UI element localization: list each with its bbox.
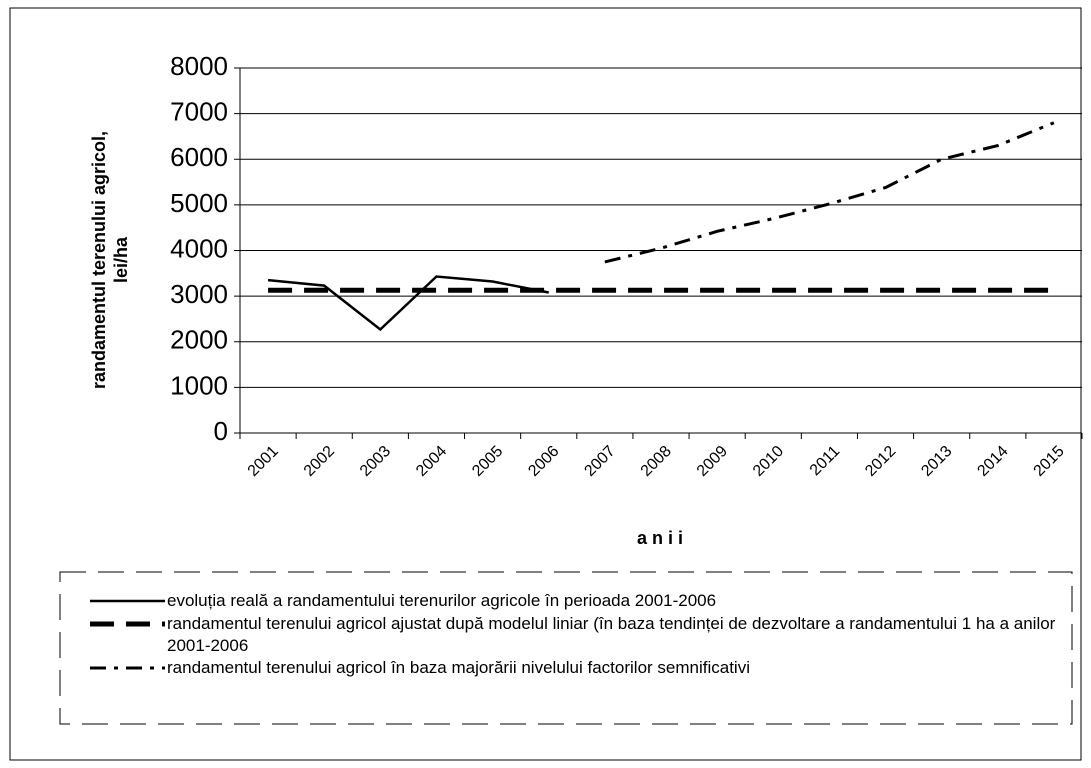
series-line <box>267 275 549 332</box>
y-tick-label: 8000 <box>170 51 228 81</box>
y-axis-title: randamentul terenului agricol, lei/ha <box>89 130 131 390</box>
y-tick-label: 5000 <box>170 188 228 218</box>
y-tick-label: 3000 <box>170 279 228 309</box>
x-tick-label: 2002 <box>301 443 338 480</box>
x-axis-title: a n i i <box>637 528 683 548</box>
x-tick-label: 2006 <box>525 443 562 480</box>
y-tick-label: 6000 <box>170 142 228 172</box>
x-tick-label: 2015 <box>1031 443 1068 480</box>
legend-label: randamentul terenului agricol ajustat du… <box>167 614 1056 655</box>
x-tick-label: 2009 <box>694 443 731 480</box>
x-tick-label: 2013 <box>918 443 955 480</box>
x-tick-label: 2007 <box>581 443 618 480</box>
x-tick-label: 2005 <box>469 443 506 480</box>
x-tick-label: 2001 <box>245 443 282 480</box>
x-tick-label: 2008 <box>638 443 675 480</box>
legend-box <box>59 571 1073 725</box>
x-tick-label: 2004 <box>413 443 450 480</box>
chart-frame <box>9 7 1082 761</box>
x-tick-label: 2012 <box>862 443 899 480</box>
x-tick-label: 2011 <box>807 443 843 479</box>
x-tick-label: 2010 <box>750 443 787 480</box>
legend-label: randamentul terenului agricol în baza ma… <box>167 658 750 677</box>
y-tick-label: 0 <box>214 416 228 446</box>
series-line <box>604 121 1055 264</box>
x-tick-label: 2014 <box>974 443 1011 480</box>
x-tick-label: 2003 <box>357 443 394 480</box>
y-tick-label: 7000 <box>170 97 228 127</box>
y-tick-label: 1000 <box>170 370 228 400</box>
y-tick-label: 2000 <box>170 325 228 355</box>
legend-label: evoluția reală a randamentului terenuril… <box>167 591 717 610</box>
y-tick-label: 4000 <box>170 233 228 263</box>
